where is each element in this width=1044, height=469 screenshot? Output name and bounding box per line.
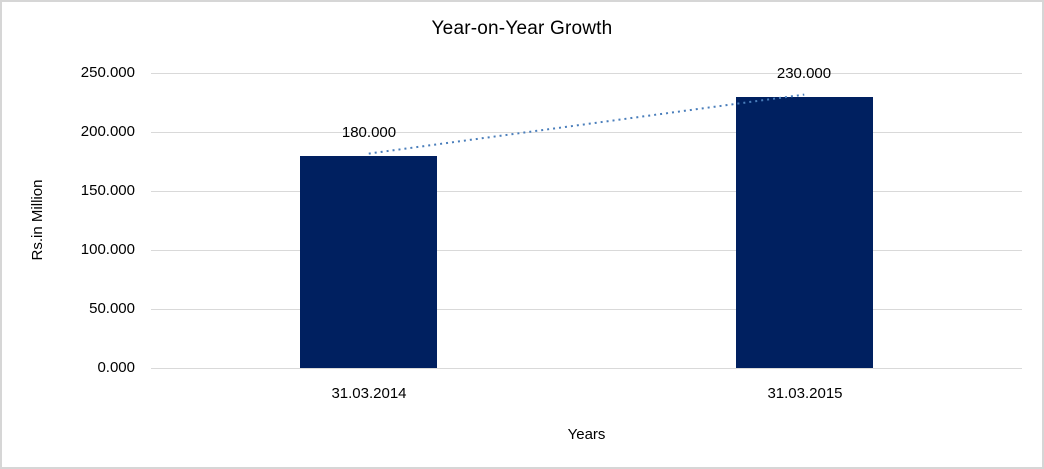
gridline — [151, 73, 1022, 74]
bar-data-label: 230.000 — [776, 65, 832, 82]
bar-data-label: 180.000 — [341, 124, 397, 141]
gridline — [151, 309, 1022, 310]
y-tick-label: 50.000 — [89, 300, 135, 317]
x-axis-title: Years — [567, 426, 606, 443]
gridline — [151, 368, 1022, 369]
y-tick-label: 150.000 — [80, 182, 135, 199]
y-tick-label: 100.000 — [80, 241, 135, 258]
chart-title: Year-on-Year Growth — [431, 18, 613, 39]
bar — [736, 97, 873, 368]
gridline — [151, 250, 1022, 251]
y-tick-label: 250.000 — [80, 64, 135, 81]
y-tick-label: 200.000 — [80, 123, 135, 140]
x-tick-label: 31.03.2015 — [767, 385, 843, 402]
y-tick-label: 0.000 — [97, 359, 135, 376]
gridline — [151, 191, 1022, 192]
bar — [300, 156, 437, 368]
gridline — [151, 132, 1022, 133]
x-tick-label: 31.03.2014 — [331, 385, 407, 402]
y-axis-title: Rs.in Million — [29, 179, 46, 261]
